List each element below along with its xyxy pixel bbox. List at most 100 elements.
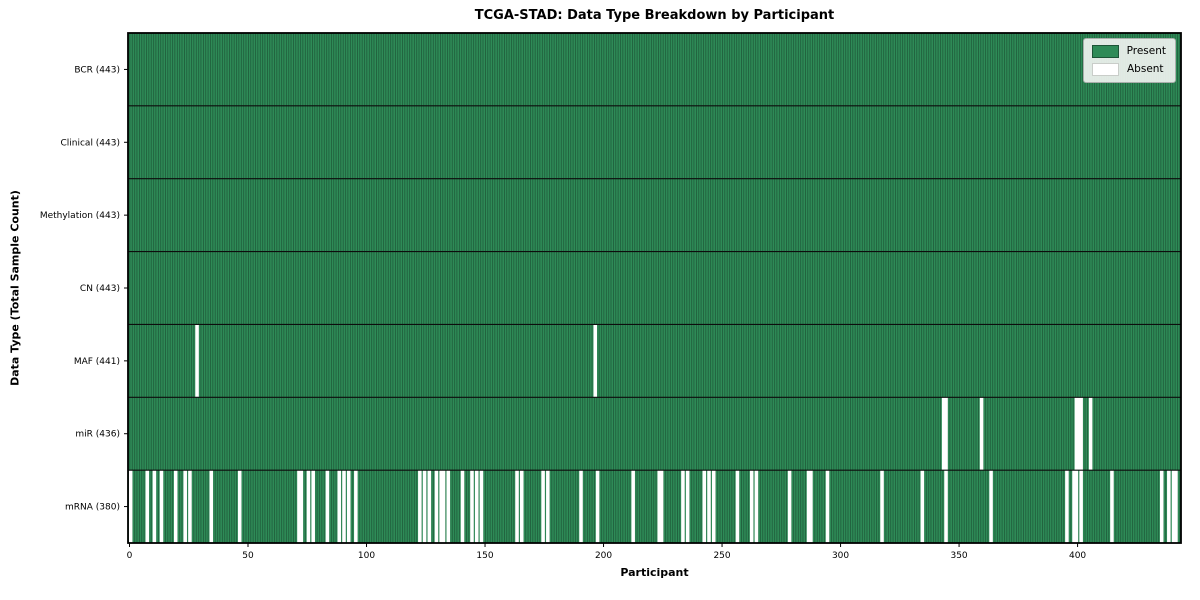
x-tick-label: 400 — [1069, 551, 1086, 561]
x-tick-label: 150 — [476, 551, 493, 561]
absent-mark-mRNA-92 — [346, 470, 351, 543]
absent-mark-mRNA-212 — [631, 470, 635, 543]
absent-mark-mRNA-83 — [325, 470, 330, 543]
legend-label-absent: Absent — [1127, 63, 1164, 75]
y-axis-label: Data Type (Total Sample Count) — [8, 190, 22, 386]
x-tick-label: 350 — [950, 551, 967, 561]
absent-mark-mRNA-134 — [446, 470, 451, 543]
x-tick-label: 0 — [127, 551, 133, 561]
absent-mark-mRNA-190 — [579, 470, 583, 543]
absent-mark-mRNA-398 — [1072, 470, 1076, 543]
absent-mark-mRNA-286 — [806, 470, 811, 543]
absent-mark-mRNA-414 — [1110, 470, 1114, 543]
row-label-BCR: BCR (443) — [74, 65, 120, 75]
legend-item-absent: Absent — [1092, 63, 1166, 76]
present-bars — [128, 33, 1181, 543]
absent-mark-miR-399 — [1074, 397, 1079, 471]
absent-mark-mRNA-23 — [183, 470, 187, 543]
absent-mark-mRNA-435 — [1159, 470, 1164, 543]
absent-mark-mRNA-294 — [825, 470, 830, 543]
absent-mark-mRNA-176 — [546, 470, 550, 543]
absent-mark-mRNA-395 — [1065, 470, 1069, 543]
absent-mark-mRNA-174 — [541, 470, 545, 543]
chart-title: TCGA-STAD: Data Type Breakdown by Partic… — [474, 8, 835, 23]
absent-mark-mRNA-244 — [707, 470, 711, 543]
absent-mark-mRNA-438 — [1167, 470, 1171, 543]
row-label-Methylation: Methylation (443) — [40, 211, 120, 221]
absent-mark-mRNA-317 — [880, 470, 884, 543]
present-swatch-icon — [1092, 45, 1119, 58]
absent-mark-mRNA-88 — [337, 470, 342, 543]
absent-mark-mRNA-287 — [809, 470, 813, 543]
absent-mark-mRNA-223 — [657, 470, 662, 543]
legend-item-present: Present — [1092, 45, 1166, 58]
absent-mark-mRNA-264 — [754, 470, 759, 543]
absent-mark-mRNA-165 — [519, 470, 524, 543]
absent-mark-mRNA-140 — [460, 470, 465, 543]
absent-mark-mRNA-262 — [749, 470, 754, 543]
absent-mark-mRNA-131 — [439, 470, 443, 543]
absent-mark-mRNA-13 — [159, 470, 164, 543]
x-tick-label: 250 — [713, 551, 730, 561]
absent-mark-mRNA-25 — [188, 470, 192, 543]
absent-mark-miR-343 — [941, 397, 946, 471]
absent-mark-mRNA-7 — [145, 470, 150, 543]
legend: Present Absent — [1083, 38, 1176, 83]
absent-mark-mRNA-144 — [470, 470, 474, 543]
absent-mark-mRNA-129 — [434, 470, 439, 543]
absent-mark-mRNA-148 — [479, 470, 484, 543]
absent-mark-mRNA-146 — [474, 470, 479, 543]
absent-mark-mRNA-71 — [297, 470, 301, 543]
absent-mark-mRNA-46 — [237, 470, 242, 543]
absent-mark-miR-344 — [944, 397, 948, 471]
absent-mark-mRNA-278 — [787, 470, 792, 543]
absent-mark-mRNA-246 — [711, 470, 716, 543]
absent-mark-mRNA-72 — [299, 470, 304, 543]
absent-mark-miR-401 — [1079, 397, 1083, 471]
x-tick-label: 100 — [358, 551, 375, 561]
row-label-miR: miR (436) — [75, 430, 120, 440]
x-tick-label: 200 — [595, 551, 612, 561]
absent-mark-mRNA-163 — [515, 470, 519, 543]
absent-mark-mRNA-344 — [944, 470, 948, 543]
absent-mark-mRNA-75 — [306, 470, 311, 543]
absent-mark-mRNA-126 — [427, 470, 432, 543]
absent-mark-mRNA-224 — [659, 470, 664, 543]
absent-mark-mRNA-233 — [681, 470, 685, 543]
absent-mark-mRNA-132 — [441, 470, 446, 543]
absent-mark-mRNA-401 — [1079, 470, 1083, 543]
absent-mark-mRNA-19 — [173, 470, 178, 543]
absent-mark-mRNA-0 — [128, 470, 133, 543]
absent-mark-mRNA-10 — [152, 470, 157, 543]
legend-label-present: Present — [1126, 45, 1166, 57]
absent-mark-mRNA-399 — [1074, 470, 1079, 543]
absent-mark-mRNA-197 — [595, 470, 600, 543]
absent-mark-miR-400 — [1076, 397, 1081, 471]
row-label-mRNA: mRNA (380) — [65, 503, 120, 513]
absent-mark-mRNA-441 — [1174, 470, 1178, 543]
absent-mark-mRNA-440 — [1171, 470, 1176, 543]
absent-mark-miR-405 — [1088, 397, 1093, 471]
absent-mark-miR-359 — [979, 397, 984, 471]
absent-mark-mRNA-242 — [702, 470, 707, 543]
absent-mark-mRNA-235 — [685, 470, 690, 543]
absent-mark-mRNA-34 — [209, 470, 214, 543]
absent-mark-mRNA-363 — [989, 470, 993, 543]
x-tick-label: 300 — [832, 551, 849, 561]
x-axis-label: Participant — [620, 566, 689, 579]
absent-mark-mRNA-95 — [354, 470, 358, 543]
absent-swatch-icon — [1092, 63, 1119, 76]
row-label-MAF: MAF (441) — [74, 357, 120, 367]
absent-mark-mRNA-77 — [311, 470, 315, 543]
absent-mark-MAF-196 — [593, 324, 598, 398]
absent-mark-mRNA-256 — [735, 470, 740, 543]
absent-mark-MAF-28 — [195, 324, 199, 398]
absent-mark-mRNA-122 — [418, 470, 422, 543]
row-label-Clinical: Clinical (443) — [60, 138, 120, 148]
x-tick-label: 50 — [242, 551, 254, 561]
absent-mark-mRNA-124 — [422, 470, 427, 543]
row-label-CN: CN (443) — [80, 284, 120, 294]
absent-mark-mRNA-334 — [920, 470, 925, 543]
